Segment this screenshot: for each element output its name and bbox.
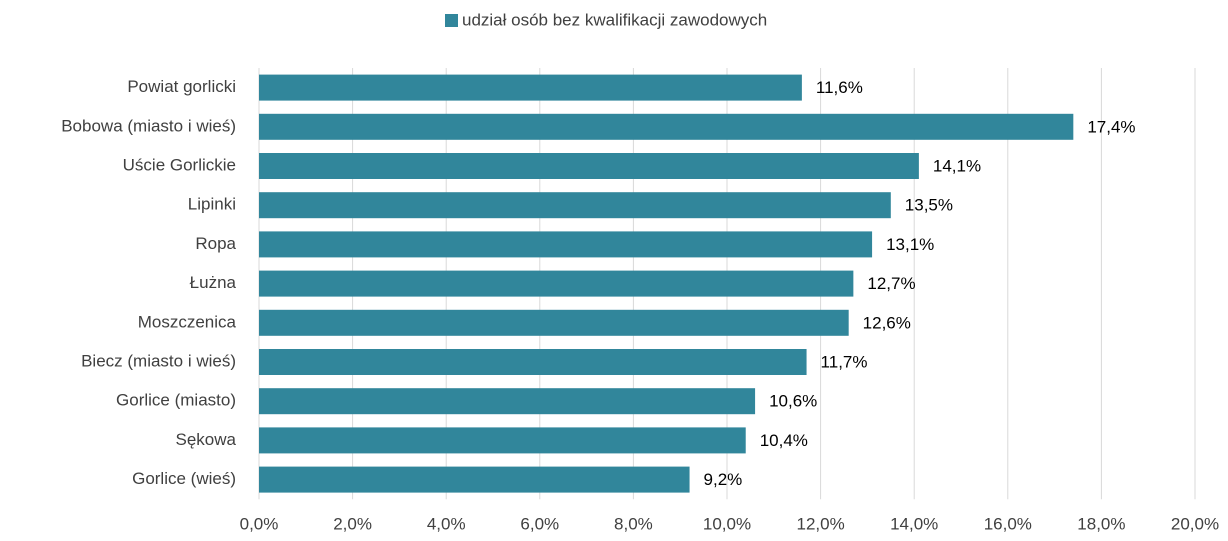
- x-tick-label: 18,0%: [1077, 514, 1125, 533]
- value-label: 11,6%: [816, 78, 863, 97]
- legend-label: udział osób bez kwalifikacji zawodowych: [462, 10, 767, 29]
- category-label: Bobowa (miasto i wieś): [61, 116, 236, 135]
- value-label: 17,4%: [1087, 117, 1135, 136]
- bar: [259, 427, 746, 454]
- category-label: Uście Gorlickie: [123, 155, 236, 174]
- bar: [259, 113, 1074, 140]
- x-tick-label: 10,0%: [703, 514, 751, 533]
- x-tick-label: 8,0%: [614, 514, 653, 533]
- category-label: Łużna: [190, 273, 237, 292]
- x-tick-label: 16,0%: [984, 514, 1032, 533]
- x-tick-label: 6,0%: [520, 514, 559, 533]
- category-label: Powiat gorlicki: [127, 77, 236, 96]
- bar: [259, 231, 873, 258]
- x-tick-label: 20,0%: [1171, 514, 1219, 533]
- bar: [259, 153, 919, 179]
- x-tick-label: 0,0%: [240, 514, 279, 533]
- value-label: 11,7%: [821, 352, 868, 371]
- category-label: Gorlice (wieś): [132, 469, 236, 488]
- value-label: 9,2%: [704, 470, 743, 489]
- bar: [259, 388, 756, 415]
- bar: [259, 466, 690, 493]
- bar: [259, 349, 807, 375]
- category-label: Moszczenica: [138, 312, 237, 331]
- category-label: Lipinki: [188, 195, 236, 214]
- bar: [259, 270, 854, 297]
- value-label: 12,6%: [863, 313, 911, 332]
- value-label: 10,6%: [769, 392, 817, 411]
- x-tick-label: 4,0%: [427, 514, 466, 533]
- bar: [259, 309, 849, 336]
- category-label: Biecz (miasto i wieś): [81, 351, 236, 370]
- category-label: Sękowa: [176, 430, 237, 449]
- value-label: 14,1%: [933, 156, 981, 175]
- value-label: 10,4%: [760, 431, 808, 450]
- bar: [259, 192, 891, 219]
- legend-swatch: [445, 14, 458, 27]
- category-label: Gorlice (miasto): [116, 391, 236, 410]
- x-tick-label: 12,0%: [796, 514, 844, 533]
- x-tick-label: 2,0%: [333, 514, 372, 533]
- bar: [259, 74, 802, 101]
- value-label: 13,5%: [905, 196, 953, 215]
- x-tick-label: 14,0%: [890, 514, 938, 533]
- category-label: Ropa: [195, 234, 236, 253]
- value-label: 12,7%: [867, 274, 915, 293]
- value-label: 13,1%: [886, 235, 934, 254]
